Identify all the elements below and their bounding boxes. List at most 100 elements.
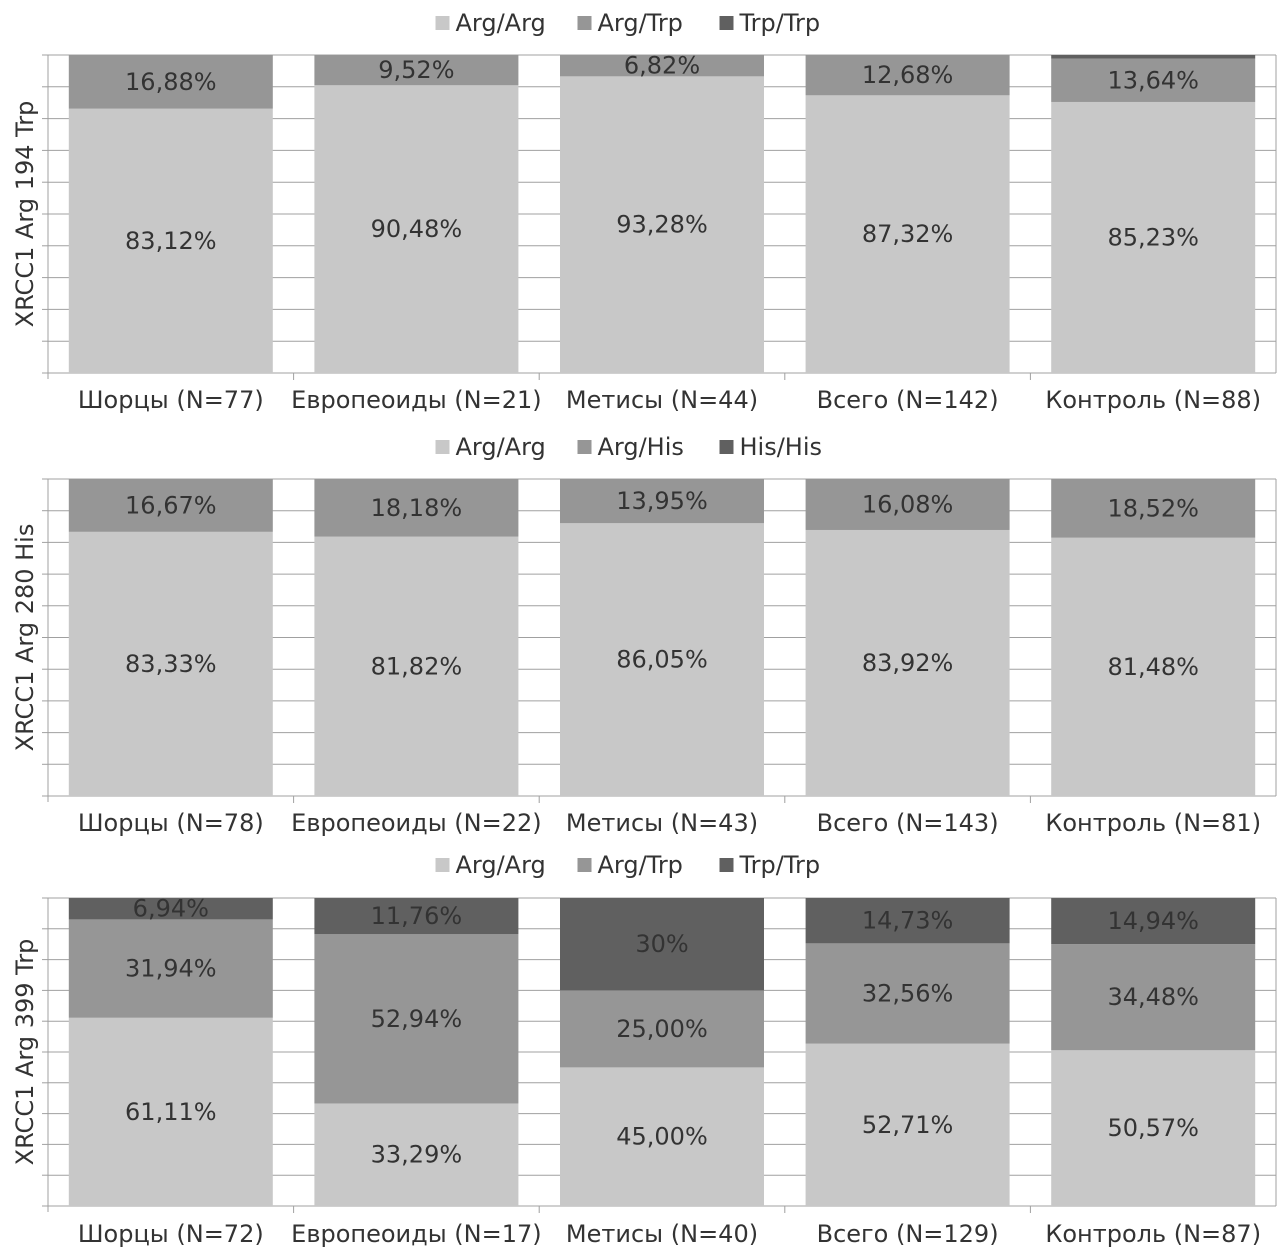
- data-label: 18,52%: [1107, 494, 1199, 522]
- data-label: 14,73%: [862, 907, 954, 935]
- bar-segment: [68, 531, 273, 796]
- data-label: 16,67%: [125, 491, 217, 519]
- data-label: 9,52%: [378, 56, 454, 84]
- legend-label: Arg/Trp: [598, 851, 683, 879]
- legend: Arg/Arg Arg/His His/His: [435, 433, 823, 461]
- x-tick-label: Контроль (N=81): [1045, 809, 1261, 837]
- bar-segment: [1051, 479, 1256, 538]
- y-axis-title: XRCC1 Arg 194 Trp: [11, 101, 39, 328]
- bar-segment: [1051, 1050, 1256, 1206]
- data-label: 34,48%: [1107, 983, 1199, 1011]
- legend-swatch: [719, 440, 734, 454]
- data-label: 11,76%: [371, 902, 463, 930]
- bar-segment: [560, 55, 764, 77]
- bar-segment: [805, 95, 1010, 374]
- bar-stack: 87,32% 12,68%: [805, 55, 1010, 374]
- bar-segment: [314, 55, 519, 86]
- bar-segment: [1051, 58, 1256, 102]
- chart-panel-1: 83,12% 16,88% Шорцы (N=77) 90,48% 9,52% Европ…: [11, 9, 1277, 414]
- data-label: 87,32%: [862, 220, 954, 248]
- bar-segment: [68, 1017, 273, 1206]
- data-label: 93,28%: [616, 211, 708, 239]
- legend-swatch: [577, 440, 592, 454]
- legend-swatch: [577, 16, 592, 30]
- x-tick-label: Шорцы (N=72): [78, 1220, 264, 1248]
- data-label: 52,71%: [862, 1111, 954, 1139]
- data-label: 18,18%: [371, 494, 463, 522]
- bar-segment: [805, 898, 1010, 944]
- y-axis-title: XRCC1 Arg 280 His: [11, 524, 39, 752]
- bar-stack: 83,12% 16,88%: [68, 55, 273, 373]
- data-label: 12,68%: [862, 61, 954, 89]
- y-axis-title: XRCC1 Arg 399 Trp: [11, 939, 39, 1166]
- data-label: 83,33%: [125, 650, 217, 678]
- bar-segment: [314, 1103, 519, 1206]
- legend: Arg/Arg Arg/Trp Trp/Trp: [435, 9, 820, 37]
- legend-swatch: [435, 858, 450, 872]
- bar-segment: [560, 990, 764, 1068]
- data-label: 16,08%: [862, 490, 954, 518]
- x-tick-label: Всего (N=143): [817, 809, 999, 837]
- bar-segment: [68, 898, 273, 920]
- bar-stack: 90,48% 9,52%: [314, 55, 519, 374]
- bar-stack: 85,23% 13,64%: [1051, 55, 1256, 373]
- bar-segment: [1051, 101, 1256, 373]
- bar-segment: [68, 108, 273, 373]
- data-label: 85,23%: [1107, 223, 1199, 251]
- bar-segment: [314, 536, 519, 796]
- data-label: 33,29%: [371, 1141, 463, 1169]
- legend-swatch: [435, 440, 450, 454]
- bar-segment: [1051, 898, 1256, 945]
- x-tick-label: Европеоиды (N=17): [291, 1220, 541, 1248]
- data-label: 30%: [635, 930, 688, 958]
- data-label: 83,92%: [862, 649, 954, 677]
- bar-segment: [314, 85, 519, 374]
- data-label: 61,11%: [125, 1098, 217, 1126]
- data-label: 81,48%: [1107, 653, 1199, 681]
- bar-stack: 83,33% 16,67%: [68, 479, 273, 796]
- data-label: 81,82%: [371, 652, 463, 680]
- data-label: 25,00%: [616, 1015, 708, 1043]
- bar-segment: [68, 55, 273, 109]
- bar-stack: 45,00% 25,00% 30%: [560, 898, 764, 1206]
- x-tick-label: Шорцы (N=78): [78, 809, 264, 837]
- data-label: 45,00%: [616, 1123, 708, 1151]
- data-label: 50,57%: [1107, 1114, 1199, 1142]
- legend-label: Trp/Trp: [739, 851, 821, 879]
- legend-swatch: [435, 16, 450, 30]
- bar-segment: [560, 76, 764, 373]
- bar-segment: [1051, 537, 1256, 796]
- bar-stack: 61,11% 31,94% 6,94%: [68, 895, 273, 1206]
- x-tick-label: Европеоиды (N=22): [291, 809, 541, 837]
- bar-stack: 81,48% 18,52%: [1051, 479, 1256, 796]
- data-label: 6,94%: [133, 895, 209, 923]
- bar-segment: [68, 479, 273, 532]
- legend: Arg/Arg Arg/Trp Trp/Trp: [435, 851, 821, 879]
- legend-swatch: [577, 858, 592, 872]
- legend-label: Arg/Trp: [598, 9, 683, 37]
- bar-segment: [314, 479, 519, 537]
- data-label: 32,56%: [862, 980, 954, 1008]
- bar-segment: [314, 898, 519, 935]
- x-tick-label: Контроль (N=88): [1045, 386, 1261, 414]
- bar-stack: 52,71% 32,56% 14,73%: [805, 898, 1010, 1206]
- bar-segment: [560, 1067, 764, 1206]
- chart-panel-2: 83,33% 16,67% Шорцы (N=78) 81,82% 18,18% Евро…: [11, 433, 1277, 837]
- bar-segment: [805, 479, 1010, 530]
- x-tick-label: Всего (N=129): [817, 1220, 999, 1248]
- data-label: 83,12%: [125, 227, 217, 255]
- x-tick-label: Контроль (N=87): [1045, 1220, 1261, 1248]
- bar-segment: [560, 479, 764, 524]
- legend-swatch: [719, 16, 734, 30]
- data-label: 6,82%: [624, 52, 700, 80]
- bar-stack: 93,28% 6,82%: [560, 52, 764, 373]
- bar-segment: [805, 55, 1010, 96]
- x-tick-label: Европеоиды (N=21): [291, 386, 541, 414]
- legend-label: His/His: [740, 433, 823, 461]
- data-label: 31,94%: [125, 955, 217, 983]
- legend-label: Arg/Arg: [456, 851, 546, 879]
- chart-panel-3: 61,11% 31,94% 6,94% Шорцы (N=72) 33,29% 52,94…: [11, 851, 1277, 1248]
- x-tick-label: Метисы (N=43): [566, 809, 758, 837]
- bar-segment: [314, 934, 519, 1104]
- bar-segment: [560, 523, 764, 796]
